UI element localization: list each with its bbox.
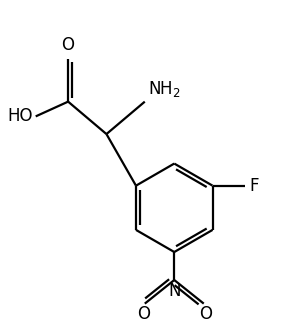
Text: NH$_2$: NH$_2$ bbox=[148, 79, 181, 99]
Text: HO: HO bbox=[7, 107, 33, 125]
Text: O: O bbox=[199, 305, 212, 323]
Text: F: F bbox=[249, 177, 259, 195]
Text: N: N bbox=[168, 282, 181, 299]
Text: O: O bbox=[61, 36, 75, 54]
Text: O: O bbox=[137, 305, 150, 323]
